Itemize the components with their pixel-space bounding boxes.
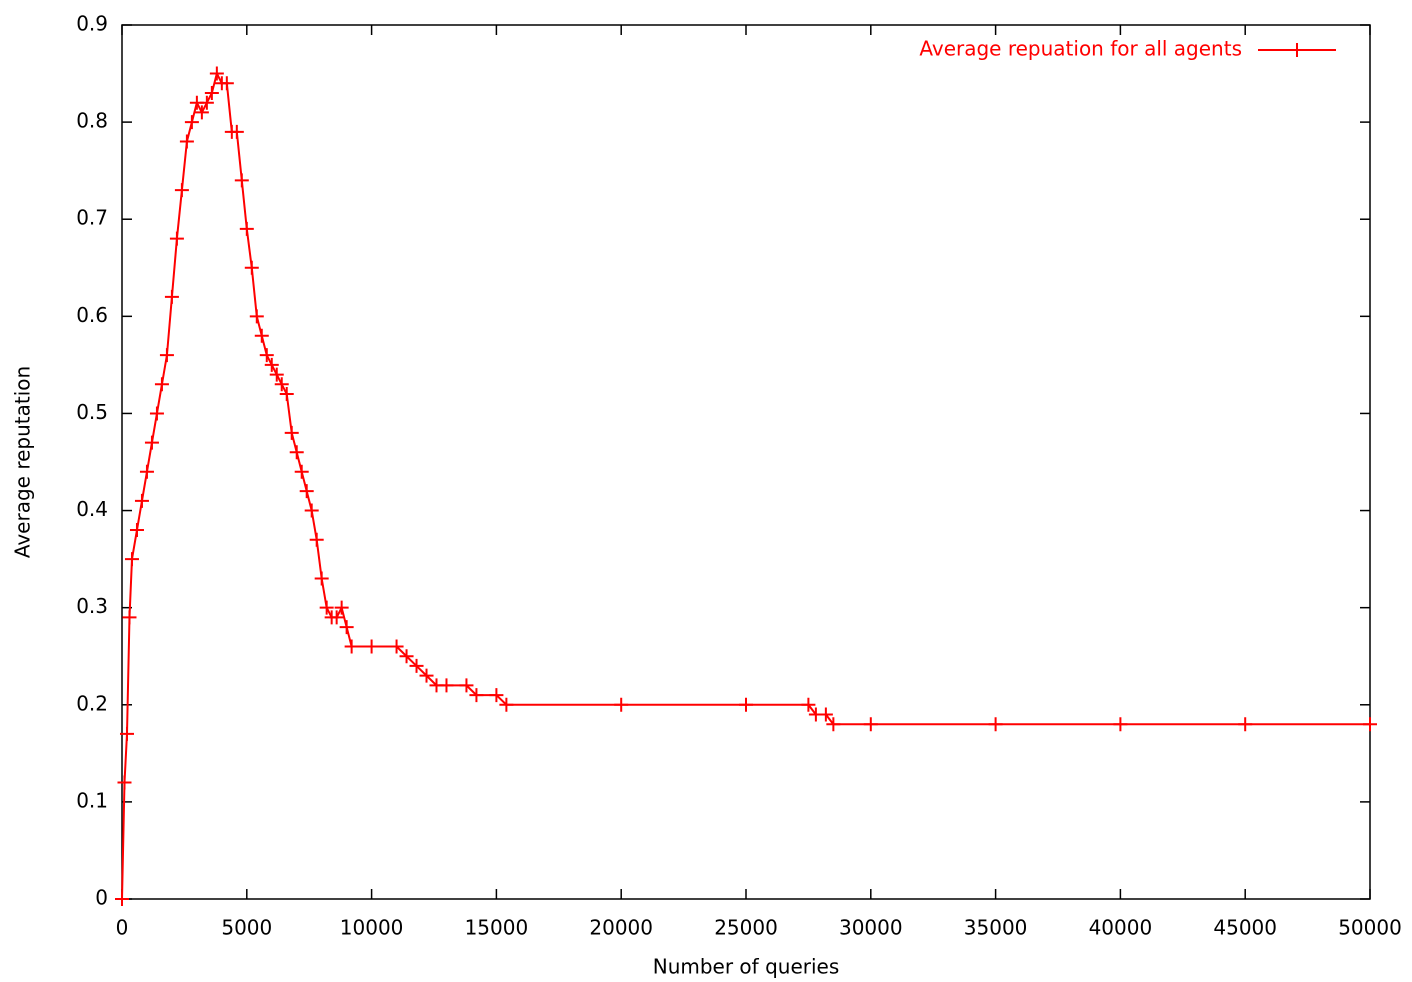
point: [826, 717, 841, 732]
point: [294, 464, 309, 479]
point: [174, 183, 189, 198]
x-tick-label: 30000: [839, 916, 903, 940]
point: [134, 493, 149, 508]
point: [409, 658, 424, 673]
point: [274, 377, 289, 392]
point: [119, 726, 134, 741]
point: [117, 775, 132, 790]
point: [439, 678, 454, 693]
point: [144, 435, 159, 450]
legend-marker: [1290, 43, 1304, 57]
x-tick-label: 10000: [340, 916, 404, 940]
point: [115, 892, 129, 906]
x-tick-label: 50000: [1338, 916, 1402, 940]
x-tick-label: 40000: [1089, 916, 1153, 940]
point: [489, 688, 504, 703]
point: [988, 717, 1003, 732]
x-tick-label: 25000: [714, 916, 778, 940]
point: [229, 124, 244, 139]
point: [299, 484, 314, 499]
point: [149, 406, 164, 421]
point: [614, 697, 629, 712]
point: [339, 620, 354, 635]
point: [329, 610, 344, 625]
point: [319, 600, 334, 615]
point: [419, 668, 434, 683]
y-tick-label: 0.7: [76, 206, 108, 230]
point: [209, 66, 224, 81]
y-axis-label: Average reputation: [11, 366, 35, 558]
point: [234, 173, 249, 188]
x-tick-label: 45000: [1213, 916, 1277, 940]
point: [239, 221, 254, 236]
point: [164, 289, 179, 304]
point: [199, 95, 214, 110]
point: [184, 115, 199, 130]
point: [204, 85, 219, 100]
point: [264, 357, 279, 372]
x-tick-label: 20000: [589, 916, 653, 940]
point: [304, 503, 319, 518]
y-tick-label: 0.4: [76, 497, 108, 521]
y-tick-label: 0.8: [76, 109, 108, 133]
point: [194, 105, 209, 120]
point: [469, 688, 484, 703]
point: [1238, 717, 1253, 732]
point: [122, 610, 137, 625]
y-tick-label: 0.3: [76, 594, 108, 618]
point: [244, 260, 259, 275]
point: [344, 639, 359, 654]
legend-label: Average repuation for all agents: [919, 37, 1242, 61]
point: [284, 425, 299, 440]
y-tick-label: 0.5: [76, 400, 108, 424]
point: [499, 697, 514, 712]
x-axis-label: Number of queries: [653, 955, 840, 979]
data-line: [121, 70, 1370, 900]
point: [289, 445, 304, 460]
point: [259, 348, 274, 363]
point: [364, 639, 379, 654]
point: [739, 697, 753, 712]
plot-border: [121, 24, 1371, 900]
x-tick-label: 5000: [221, 916, 272, 940]
point: [1363, 717, 1377, 732]
point: [129, 522, 144, 537]
point: [334, 600, 349, 615]
point: [314, 571, 329, 586]
point: [459, 678, 474, 693]
point: [1113, 717, 1128, 732]
point: [159, 348, 174, 363]
point: [179, 134, 194, 149]
x-tick-label: 0: [116, 916, 129, 940]
y-tick-label: 0.9: [76, 12, 108, 36]
point: [169, 231, 184, 246]
point: [818, 707, 833, 722]
point: [249, 309, 264, 324]
point: [254, 328, 269, 343]
point: [801, 697, 816, 712]
point: [219, 76, 234, 91]
point: [279, 387, 294, 402]
point: [154, 377, 169, 392]
point: [124, 552, 139, 567]
y-tick-label: 0.1: [76, 788, 108, 812]
point: [309, 532, 324, 547]
point: [269, 367, 284, 382]
y-tick-label: 0.6: [76, 303, 108, 327]
x-tick-label: 15000: [465, 916, 529, 940]
point: [863, 717, 878, 732]
y-tick-label: 0: [95, 886, 108, 910]
point: [139, 464, 154, 479]
point: [389, 639, 404, 654]
y-tick-label: 0.2: [76, 691, 108, 715]
x-tick-label: 35000: [964, 916, 1028, 940]
point: [399, 649, 414, 664]
